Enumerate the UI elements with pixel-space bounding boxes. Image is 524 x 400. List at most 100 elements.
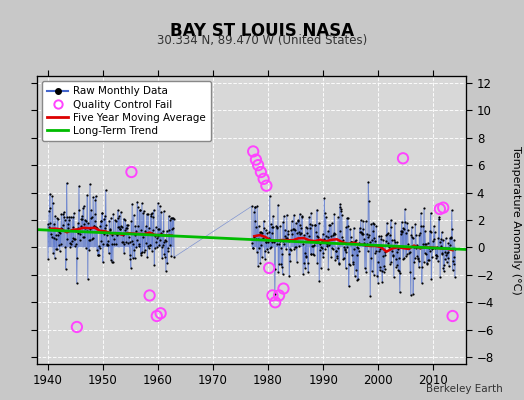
Point [279, 219, 287, 226]
Point [101, 212, 109, 219]
Point [441, 255, 449, 262]
Point [400, 206, 409, 212]
Point [117, 224, 126, 230]
Point [341, 264, 350, 271]
Point [431, 252, 440, 258]
Point [267, 244, 275, 250]
Point [311, 221, 319, 228]
Point [307, 250, 315, 257]
Point [326, 222, 334, 228]
Point [377, 236, 385, 242]
Point [49, 235, 58, 242]
Point [116, 226, 124, 232]
Point [301, 224, 310, 230]
Point [396, 270, 405, 276]
Point [392, 249, 401, 256]
Point [450, 236, 458, 243]
Point [393, 239, 401, 245]
Point [314, 220, 323, 227]
Point [259, 236, 267, 242]
Point [440, 268, 448, 274]
Point [398, 228, 406, 234]
Point [264, 239, 272, 245]
Point [156, 237, 165, 244]
Point [169, 216, 178, 222]
Point [269, 224, 278, 230]
Point [321, 210, 329, 216]
Point [86, 237, 95, 243]
Point [93, 247, 101, 254]
Point [329, 246, 337, 252]
Point [342, 224, 350, 230]
Point [256, 260, 265, 266]
Point [281, 233, 289, 239]
Point [311, 222, 319, 229]
Point [445, 244, 454, 251]
Point [298, 213, 307, 220]
Point [327, 254, 335, 260]
Point [443, 249, 452, 256]
Point [359, 218, 367, 224]
Point [362, 269, 370, 276]
Point [300, 260, 308, 266]
Point [389, 252, 398, 258]
Point [365, 232, 374, 238]
Point [127, 218, 136, 224]
Point [298, 212, 306, 219]
Point [387, 216, 395, 223]
Point [113, 215, 122, 222]
Point [357, 229, 365, 235]
Point [374, 258, 382, 265]
Point [326, 233, 335, 240]
Point [430, 236, 439, 243]
Point [64, 224, 72, 231]
Point [252, 224, 260, 230]
Point [337, 212, 346, 218]
Point [339, 256, 347, 262]
Point [429, 237, 437, 244]
Point [57, 225, 65, 232]
Point [252, 156, 260, 163]
Point [89, 194, 97, 200]
Point [155, 226, 163, 232]
Point [349, 259, 357, 265]
Point [293, 230, 301, 236]
Point [60, 214, 69, 220]
Point [105, 250, 113, 257]
Point [141, 228, 149, 234]
Point [362, 218, 370, 224]
Point [57, 211, 66, 217]
Point [434, 234, 443, 241]
Point [299, 270, 308, 277]
Point [104, 238, 112, 244]
Point [321, 245, 330, 252]
Point [128, 254, 137, 261]
Point [421, 241, 430, 248]
Point [416, 244, 424, 251]
Point [331, 257, 340, 263]
Point [309, 243, 318, 249]
Point [436, 206, 444, 212]
Point [134, 204, 142, 210]
Point [446, 242, 454, 248]
Point [97, 218, 105, 224]
Point [314, 239, 323, 245]
Point [50, 255, 59, 261]
Point [142, 223, 150, 230]
Point [73, 254, 81, 261]
Point [359, 226, 368, 232]
Point [48, 193, 57, 200]
Point [332, 248, 340, 254]
Point [261, 227, 270, 234]
Point [406, 248, 414, 255]
Point [330, 231, 338, 237]
Point [405, 245, 413, 252]
Point [403, 220, 411, 226]
Point [166, 242, 174, 248]
Point [150, 262, 159, 268]
Point [75, 183, 83, 189]
Point [368, 236, 376, 243]
Point [444, 255, 452, 261]
Point [344, 214, 352, 221]
Point [394, 267, 402, 274]
